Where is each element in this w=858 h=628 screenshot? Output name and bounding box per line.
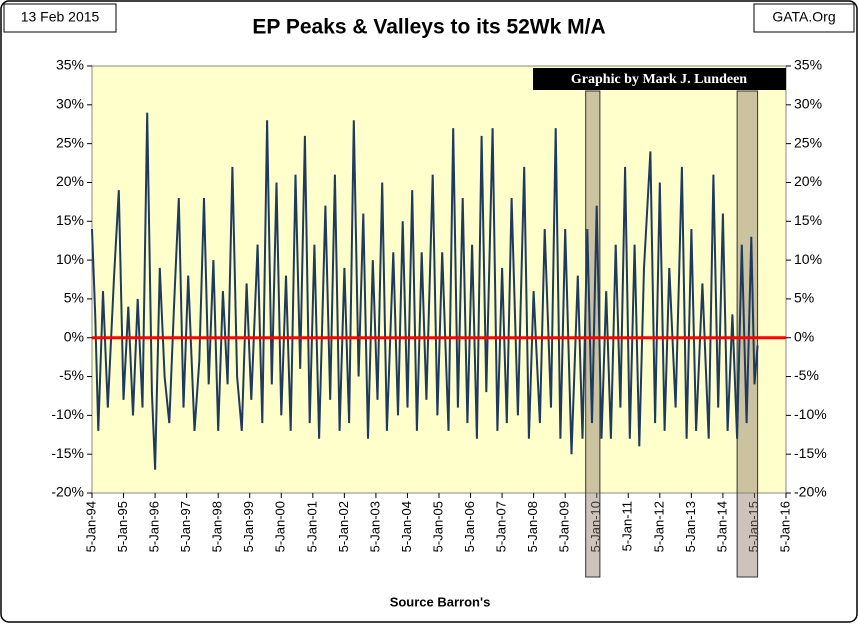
y-tick-label: -10% xyxy=(51,406,84,422)
x-tick-label: 5-Jan-94 xyxy=(83,501,98,552)
date-box xyxy=(3,3,117,33)
x-tick-label: 5-Jan-14 xyxy=(714,501,729,552)
x-tick-label: 5-Jan-08 xyxy=(525,501,540,552)
y2-tick-label: 30% xyxy=(794,96,822,112)
chart-title: EP Peaks & Valleys to its 52Wk M/A xyxy=(252,16,605,39)
x-tick-label: 5-Jan-09 xyxy=(557,501,572,552)
series-line xyxy=(91,112,759,470)
x-axis-label: Source Barron's xyxy=(390,594,491,609)
y-tick-label: 5% xyxy=(64,290,84,306)
x-tick-label: 5-Jan-99 xyxy=(241,501,256,552)
credit: Graphic by Mark J. Lundeen xyxy=(571,72,747,87)
y-tick-label: 20% xyxy=(56,173,84,189)
y2-tick-label: -20% xyxy=(794,484,827,500)
y-tick-label: 10% xyxy=(56,251,84,267)
x-tick-label: 5-Jan-97 xyxy=(178,501,193,552)
y2-tick-label: -15% xyxy=(794,445,827,461)
y-tick-label: -15% xyxy=(51,445,84,461)
y2-tick-label: 35% xyxy=(794,57,822,73)
date-label: 13 Feb 2015 xyxy=(21,9,100,25)
y-tick-label: 25% xyxy=(56,134,84,150)
x-tick-label: 5-Jan-95 xyxy=(115,501,130,552)
y2-tick-label: 10% xyxy=(794,251,822,267)
y-tick-label: 30% xyxy=(56,96,84,112)
shaded-region xyxy=(736,90,759,578)
source-tag: GATA.Org xyxy=(772,9,835,25)
y2-tick-label: 5% xyxy=(794,290,814,306)
source-box xyxy=(753,3,855,33)
x-tick-label: 5-Jan-02 xyxy=(336,501,351,552)
y2-tick-label: -10% xyxy=(794,406,827,422)
y-tick-label: -5% xyxy=(59,367,84,383)
x-tick-label: 5-Jan-07 xyxy=(494,501,509,552)
shaded-region xyxy=(585,90,601,578)
y2-tick-label: 15% xyxy=(794,212,822,228)
plot-area xyxy=(91,65,787,494)
x-tick-label: 5-Jan-16 xyxy=(777,501,792,552)
y-tick-label: 35% xyxy=(56,57,84,73)
x-tick-label: 5-Jan-06 xyxy=(462,501,477,552)
y2-tick-label: 20% xyxy=(794,173,822,189)
x-tick-label: 5-Jan-03 xyxy=(367,501,382,552)
x-tick-label: 5-Jan-98 xyxy=(210,501,225,552)
x-tick-label: 5-Jan-05 xyxy=(430,501,445,552)
y-tick-label: 15% xyxy=(56,212,84,228)
x-tick-label: 5-Jan-11 xyxy=(620,501,635,551)
x-tick-label: 5-Jan-04 xyxy=(399,501,414,552)
x-tick-label: 5-Jan-00 xyxy=(273,501,288,552)
x-tick-label: 5-Jan-96 xyxy=(147,501,162,552)
y2-tick-label: -5% xyxy=(794,367,819,383)
y2-tick-label: 25% xyxy=(794,134,822,150)
x-tick-label: 5-Jan-01 xyxy=(304,501,319,552)
credit-box xyxy=(533,68,786,90)
x-tick-label: 5-Jan-12 xyxy=(651,501,666,552)
y-tick-label: -20% xyxy=(51,484,84,500)
y-tick-label: 0% xyxy=(64,328,84,344)
y2-tick-label: 0% xyxy=(794,328,814,344)
x-tick-label: 5-Jan-13 xyxy=(683,501,698,552)
